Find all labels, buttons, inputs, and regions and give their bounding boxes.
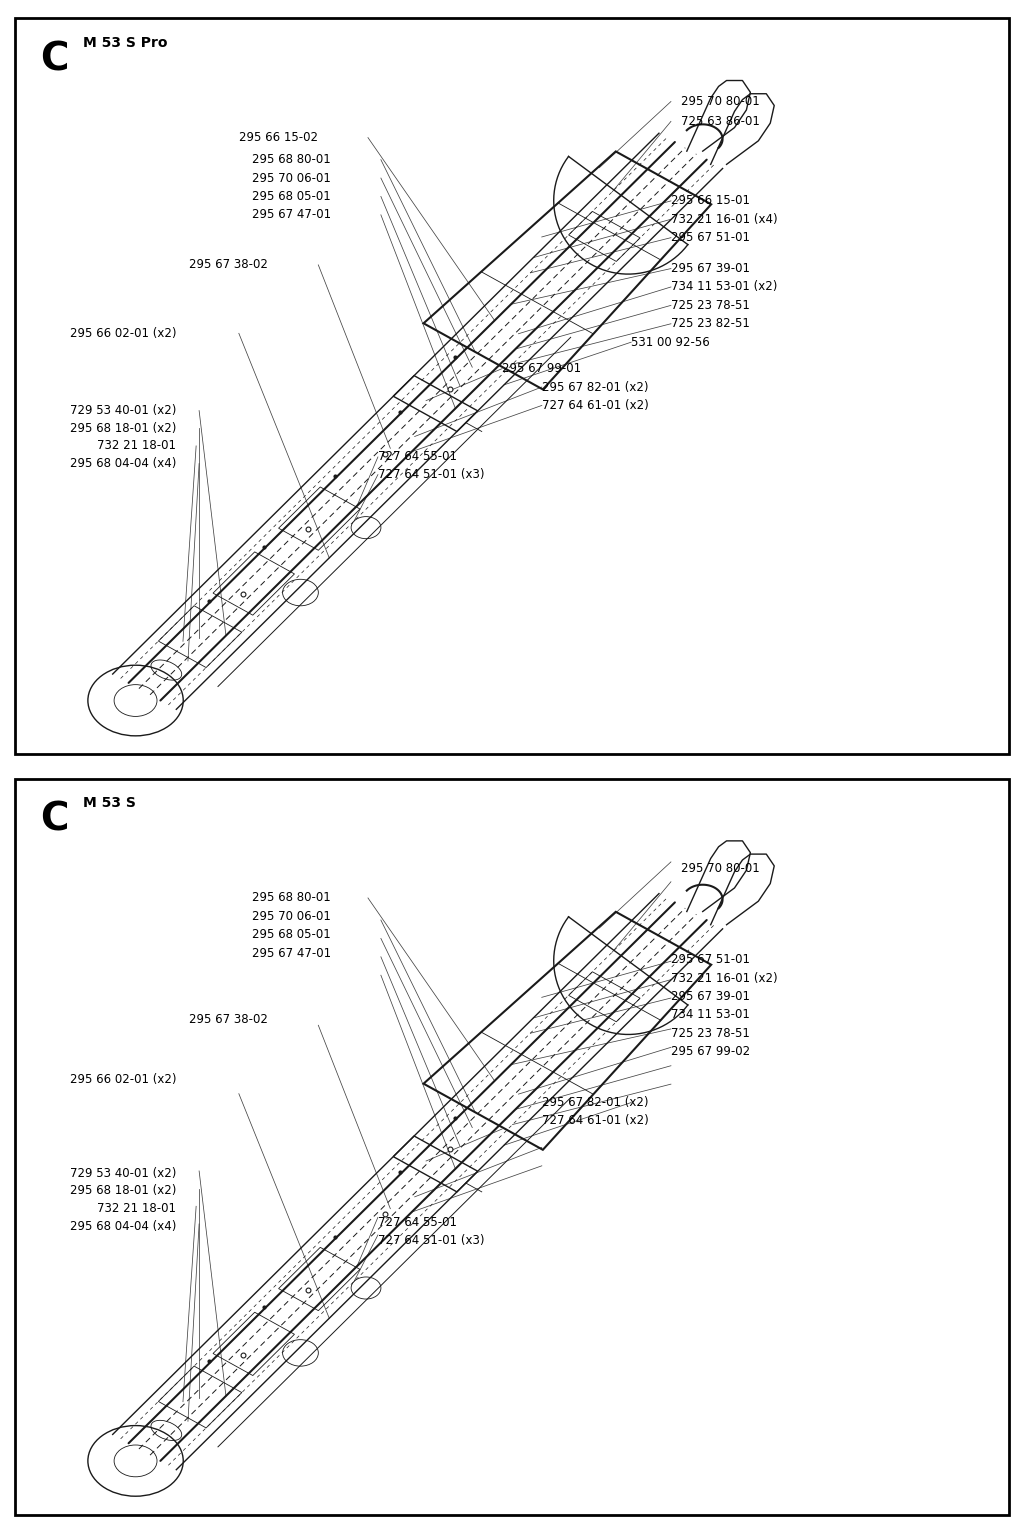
Text: 295 66 15-01: 295 66 15-01 [671, 195, 750, 207]
Text: 295 68 18-01 (x2): 295 68 18-01 (x2) [70, 1185, 176, 1197]
Text: 725 63 86-01: 725 63 86-01 [681, 115, 760, 127]
Text: 295 68 18-01 (x2): 295 68 18-01 (x2) [70, 422, 176, 435]
Text: 725 23 78-51: 725 23 78-51 [671, 1027, 750, 1039]
Text: 729 53 40-01 (x2): 729 53 40-01 (x2) [70, 405, 176, 417]
Text: 732 21 18-01: 732 21 18-01 [97, 1202, 176, 1216]
Text: 727 64 55-01: 727 64 55-01 [378, 451, 457, 463]
Text: 732 21 16-01 (x4): 732 21 16-01 (x4) [671, 213, 777, 225]
Text: 734 11 53-01 (x2): 734 11 53-01 (x2) [671, 281, 777, 293]
Text: 729 53 40-01 (x2): 729 53 40-01 (x2) [70, 1167, 176, 1180]
Text: 295 67 82-01 (x2): 295 67 82-01 (x2) [542, 1096, 648, 1108]
Text: 295 67 99-02: 295 67 99-02 [671, 1046, 750, 1058]
Text: 295 68 04-04 (x4): 295 68 04-04 (x4) [70, 1220, 176, 1233]
Text: M 53 S Pro: M 53 S Pro [83, 37, 167, 51]
Text: C: C [40, 800, 69, 839]
Text: 295 67 51-01: 295 67 51-01 [671, 954, 750, 966]
Text: 295 70 06-01: 295 70 06-01 [252, 172, 331, 184]
Text: C: C [40, 40, 69, 78]
Text: 727 64 55-01: 727 64 55-01 [378, 1216, 457, 1229]
Text: 734 11 53-01: 734 11 53-01 [671, 1009, 750, 1021]
Text: 732 21 16-01 (x2): 732 21 16-01 (x2) [671, 972, 777, 984]
Text: 531 00 92-56: 531 00 92-56 [631, 336, 710, 348]
Text: 295 67 99-01: 295 67 99-01 [502, 362, 582, 376]
Text: 727 64 61-01 (x2): 727 64 61-01 (x2) [542, 1114, 648, 1127]
Text: 295 66 15-02: 295 66 15-02 [239, 132, 317, 144]
Text: 295 67 38-02: 295 67 38-02 [189, 1013, 268, 1026]
Text: M 53 S: M 53 S [83, 797, 136, 811]
Text: 295 67 38-02: 295 67 38-02 [189, 259, 268, 271]
Text: 295 67 39-01: 295 67 39-01 [671, 262, 750, 274]
Text: 295 68 05-01: 295 68 05-01 [252, 190, 331, 202]
Text: 295 68 80-01: 295 68 80-01 [252, 153, 331, 166]
Text: 295 68 04-04 (x4): 295 68 04-04 (x4) [70, 457, 176, 471]
Text: 295 70 06-01: 295 70 06-01 [252, 911, 331, 923]
Text: 727 64 51-01 (x3): 727 64 51-01 (x3) [378, 1234, 484, 1248]
Text: 295 66 02-01 (x2): 295 66 02-01 (x2) [70, 1073, 176, 1087]
Text: 732 21 18-01: 732 21 18-01 [97, 440, 176, 452]
Text: 295 67 39-01: 295 67 39-01 [671, 990, 750, 1003]
Text: 295 70 80-01: 295 70 80-01 [681, 862, 760, 875]
Text: 295 70 80-01: 295 70 80-01 [681, 95, 760, 107]
Text: 295 67 47-01: 295 67 47-01 [252, 947, 331, 960]
Text: 295 68 80-01: 295 68 80-01 [252, 892, 331, 904]
Text: 295 68 05-01: 295 68 05-01 [252, 929, 331, 941]
Text: 725 23 78-51: 725 23 78-51 [671, 299, 750, 311]
Text: 295 67 51-01: 295 67 51-01 [671, 231, 750, 244]
Text: 295 67 47-01: 295 67 47-01 [252, 208, 331, 221]
Text: 725 23 82-51: 725 23 82-51 [671, 317, 750, 330]
Text: 727 64 61-01 (x2): 727 64 61-01 (x2) [542, 399, 648, 412]
Text: 727 64 51-01 (x3): 727 64 51-01 (x3) [378, 468, 484, 481]
Text: 295 67 82-01 (x2): 295 67 82-01 (x2) [542, 380, 648, 394]
Text: 295 66 02-01 (x2): 295 66 02-01 (x2) [70, 327, 176, 340]
